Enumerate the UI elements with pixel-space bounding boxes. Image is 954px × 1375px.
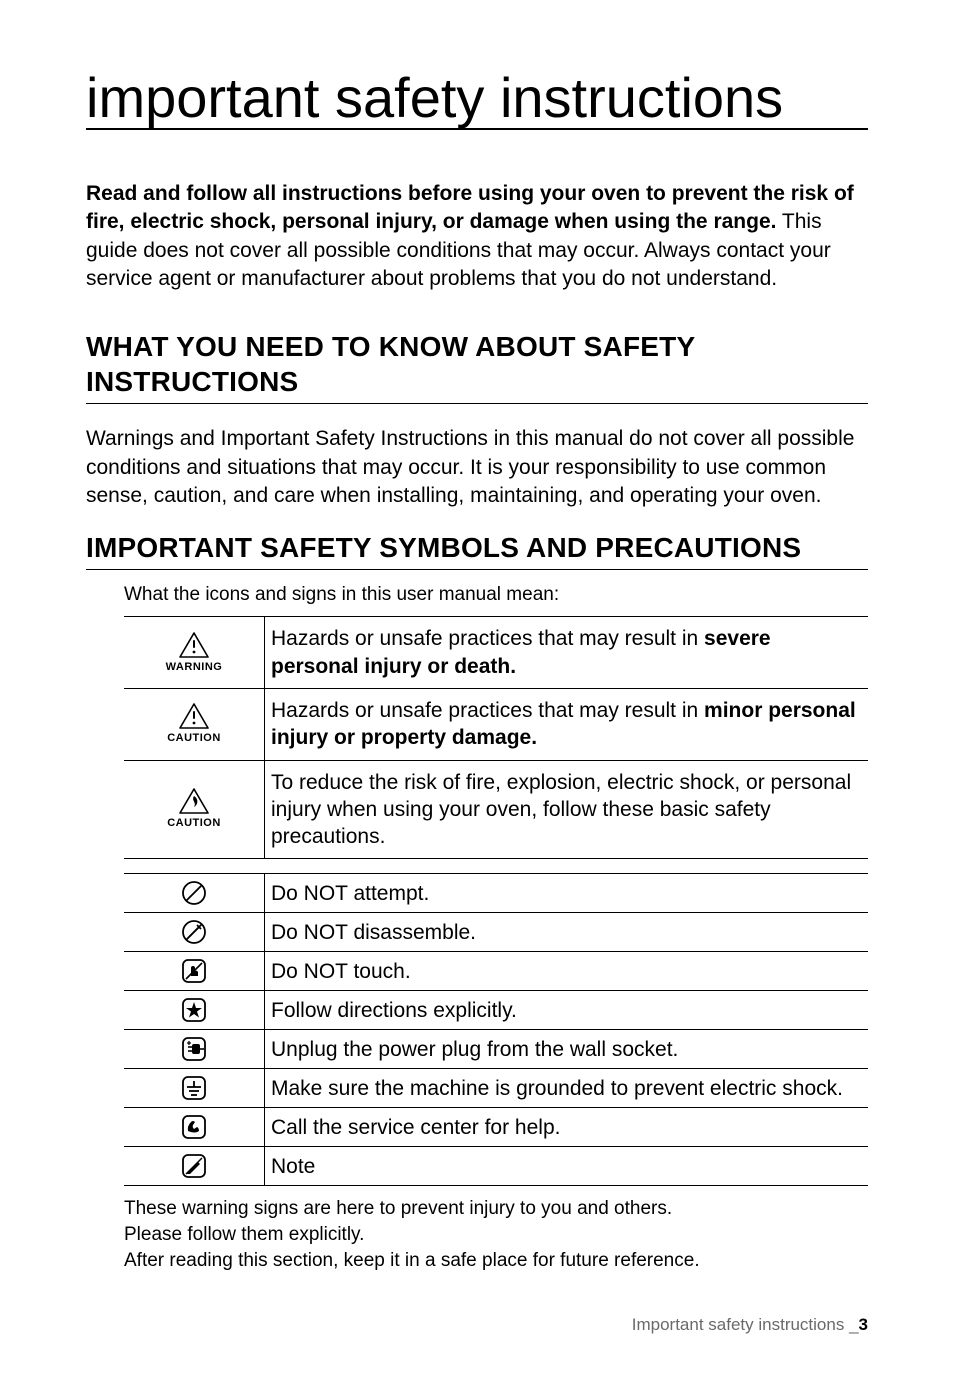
- page-footer: Important safety instructions _3: [86, 1315, 868, 1335]
- icon-cell: [124, 952, 265, 991]
- table-row: Call the service center for help.: [124, 1108, 868, 1147]
- icon-text: Do NOT touch.: [265, 952, 869, 991]
- icon-cell: [124, 991, 265, 1030]
- warning-triangle-icon: [179, 632, 209, 658]
- table-row: Do NOT disassemble.: [124, 913, 868, 952]
- caution-text-a: Hazards or unsafe practices that may res…: [271, 699, 704, 722]
- warning-text: Hazards or unsafe practices that may res…: [265, 617, 869, 689]
- symbols-icons-table: Do NOT attempt. Do NOT disassemble.: [124, 873, 868, 1186]
- table-row: WARNING Hazards or unsafe practices that…: [124, 617, 868, 689]
- icon-text: Make sure the machine is grounded to pre…: [265, 1069, 869, 1108]
- after-line-1: These warning signs are here to prevent …: [124, 1198, 672, 1219]
- symbols-block: What the icons and signs in this user ma…: [124, 584, 868, 1273]
- note-icon: [181, 1153, 207, 1179]
- table-row: Note: [124, 1147, 868, 1186]
- ground-icon: [181, 1075, 207, 1101]
- caution-fire-text: To reduce the risk of fire, explosion, e…: [265, 760, 869, 859]
- star-icon: [181, 997, 207, 1023]
- symbols-heading-table: WARNING Hazards or unsafe practices that…: [124, 616, 868, 859]
- table-row: Do NOT attempt.: [124, 874, 868, 913]
- no-touch-icon: [181, 958, 207, 984]
- caution-text: Hazards or unsafe practices that may res…: [265, 689, 869, 761]
- caution-fire-label: CAUTION: [126, 816, 262, 830]
- footer-text: Important safety instructions _: [632, 1315, 859, 1334]
- caution-fire-icon-cell: CAUTION: [124, 760, 265, 859]
- after-line-2: Please follow them explicitly.: [124, 1224, 364, 1245]
- icon-text: Note: [265, 1147, 869, 1186]
- warning-text-a: Hazards or unsafe practices that may res…: [271, 627, 704, 650]
- table-row: Make sure the machine is grounded to pre…: [124, 1069, 868, 1108]
- icon-cell: [124, 1108, 265, 1147]
- warning-triangle-icon: [179, 703, 209, 729]
- icon-text: Unplug the power plug from the wall sock…: [265, 1030, 869, 1069]
- table-row: Do NOT touch.: [124, 952, 868, 991]
- phone-icon: [181, 1114, 207, 1140]
- section-heading-2: IMPORTANT SAFETY SYMBOLS AND PRECAUTIONS: [86, 530, 868, 570]
- caution-label: CAUTION: [126, 731, 262, 745]
- icon-cell: [124, 1069, 265, 1108]
- section2-sub: What the icons and signs in this user ma…: [124, 584, 868, 606]
- intro-paragraph: Read and follow all instructions before …: [86, 180, 868, 293]
- warning-icon-cell: WARNING: [124, 617, 265, 689]
- warning-label: WARNING: [126, 660, 262, 674]
- fire-triangle-icon: [179, 788, 209, 814]
- page-container: important safety instructions Read and f…: [0, 0, 954, 1375]
- page-title: important safety instructions: [86, 70, 868, 130]
- icon-cell: [124, 913, 265, 952]
- icon-text: Call the service center for help.: [265, 1108, 869, 1147]
- intro-bold: Read and follow all instructions before …: [86, 182, 854, 233]
- after-table-text: These warning signs are here to prevent …: [124, 1196, 868, 1273]
- caution-icon-cell: CAUTION: [124, 689, 265, 761]
- table-row: Follow directions explicitly.: [124, 991, 868, 1030]
- icon-cell: [124, 1030, 265, 1069]
- table-row: CAUTION To reduce the risk of fire, expl…: [124, 760, 868, 859]
- table-row: CAUTION Hazards or unsafe practices that…: [124, 689, 868, 761]
- icon-cell: [124, 874, 265, 913]
- icon-text: Do NOT attempt.: [265, 874, 869, 913]
- icon-text: Follow directions explicitly.: [265, 991, 869, 1030]
- no-disassemble-icon: [181, 919, 207, 945]
- footer-page-number: 3: [859, 1315, 868, 1334]
- icon-text: Do NOT disassemble.: [265, 913, 869, 952]
- prohibit-icon: [181, 880, 207, 906]
- table-row: Unplug the power plug from the wall sock…: [124, 1030, 868, 1069]
- icon-cell: [124, 1147, 265, 1186]
- section-heading-1: WHAT YOU NEED TO KNOW ABOUT SAFETY INSTR…: [86, 329, 868, 404]
- section1-body: Warnings and Important Safety Instructio…: [86, 425, 868, 510]
- after-line-3: After reading this section, keep it in a…: [124, 1250, 700, 1271]
- unplug-icon: [181, 1036, 207, 1062]
